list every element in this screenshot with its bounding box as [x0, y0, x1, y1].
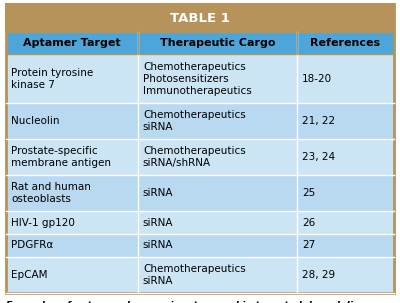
- Text: EpCAM: EpCAM: [11, 270, 48, 280]
- Bar: [6, 54, 394, 103]
- Bar: [6, 103, 394, 139]
- Bar: [6, 4, 394, 32]
- Text: Aptamer Target: Aptamer Target: [23, 38, 121, 48]
- Text: PDGFRα: PDGFRα: [11, 241, 53, 251]
- Text: siRNA: siRNA: [143, 218, 174, 228]
- Text: 18-20: 18-20: [302, 74, 332, 84]
- Text: siRNA: siRNA: [143, 241, 174, 251]
- Text: 26: 26: [302, 218, 315, 228]
- Text: Protein tyrosine
kinase 7: Protein tyrosine kinase 7: [11, 68, 93, 89]
- Bar: [6, 32, 394, 54]
- Bar: [6, 211, 394, 234]
- Text: Therapeutic Cargo: Therapeutic Cargo: [160, 38, 275, 48]
- Text: Prostate-specific
membrane antigen: Prostate-specific membrane antigen: [11, 146, 111, 168]
- Text: TABLE 1: TABLE 1: [170, 12, 230, 25]
- Text: Chemotherapeutics
siRNA: Chemotherapeutics siRNA: [143, 264, 246, 286]
- Text: 25: 25: [302, 188, 315, 198]
- Text: 21, 22: 21, 22: [302, 116, 335, 126]
- Text: 28, 29: 28, 29: [302, 270, 335, 280]
- Text: Nucleolin: Nucleolin: [11, 116, 60, 126]
- Bar: [6, 257, 394, 293]
- Text: Chemotherapeutics
siRNA/shRNA: Chemotherapeutics siRNA/shRNA: [143, 146, 246, 168]
- Bar: [6, 234, 394, 257]
- Text: Examples of aptamer-drug conjugates used in targeted drug delivery.: Examples of aptamer-drug conjugates used…: [6, 301, 379, 303]
- Text: siRNA: siRNA: [143, 188, 174, 198]
- Bar: [6, 175, 394, 211]
- Text: HIV-1 gp120: HIV-1 gp120: [11, 218, 75, 228]
- Text: Chemotherapeutics
Photosensitizers
Immunotherapeutics: Chemotherapeutics Photosensitizers Immun…: [143, 62, 252, 95]
- Text: 23, 24: 23, 24: [302, 152, 335, 162]
- Text: Chemotherapeutics
siRNA: Chemotherapeutics siRNA: [143, 110, 246, 132]
- Bar: [6, 139, 394, 175]
- Text: 27: 27: [302, 241, 315, 251]
- Text: Rat and human
osteoblasts: Rat and human osteoblasts: [11, 182, 91, 204]
- Text: References: References: [310, 38, 380, 48]
